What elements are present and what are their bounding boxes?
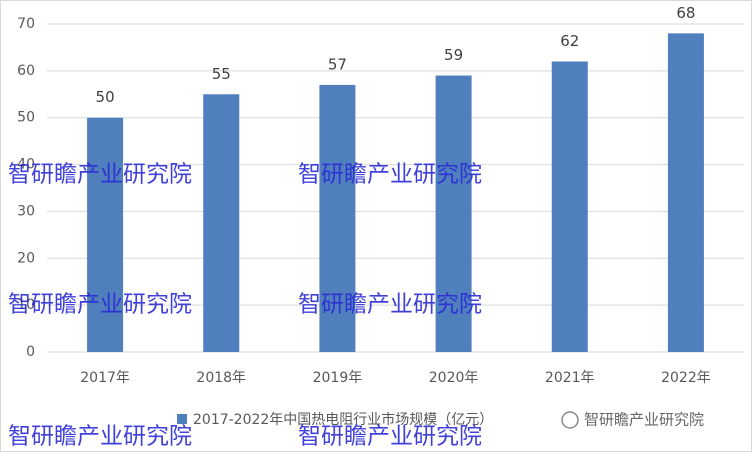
x-tick-label: 2020年 [429, 370, 479, 386]
x-tick-label: 2021年 [545, 370, 595, 386]
data-label: 68 [676, 4, 695, 22]
bar [667, 33, 704, 352]
watermark-icon [561, 411, 579, 429]
data-label: 57 [328, 55, 347, 73]
data-label: 50 [96, 88, 115, 106]
bar [319, 84, 356, 353]
watermark: 智研瞻产业研究院 [8, 424, 192, 450]
watermark: 智研瞻产业研究院 [298, 424, 482, 450]
y-tick-label: 20 [17, 250, 35, 266]
y-tick-label: 10 [17, 297, 35, 313]
y-tick-label: 0 [26, 344, 35, 360]
watermark: 智研瞻产业研究院 [8, 292, 192, 318]
watermark: 智研瞻产业研究院 [584, 411, 704, 429]
y-tick-label: 30 [17, 203, 35, 219]
watermark: 智研瞻产业研究院 [298, 292, 482, 318]
x-tick-label: 2018年 [196, 370, 246, 386]
data-label: 62 [560, 32, 579, 50]
legend-swatch [177, 414, 187, 424]
legend-label: 2017-2022年中国热电阻行业市场规模（亿元） [193, 411, 493, 428]
y-tick-label: 50 [17, 110, 35, 126]
watermark-bg [556, 406, 750, 434]
data-label: 55 [212, 65, 231, 83]
bar [203, 94, 240, 353]
bar [87, 117, 124, 352]
y-tick-label: 70 [17, 16, 35, 32]
bar [435, 75, 472, 353]
y-tick-label: 40 [17, 157, 35, 173]
y-tick-label: 60 [17, 63, 35, 79]
x-tick-label: 2019年 [313, 370, 363, 386]
x-tick-label: 2017年 [80, 370, 130, 386]
watermark: 智研瞻产业研究院 [298, 162, 482, 188]
x-tick-label: 2022年 [661, 370, 711, 386]
watermark: 智研瞻产业研究院 [8, 162, 192, 188]
data-label: 59 [444, 46, 463, 64]
bar [551, 61, 588, 352]
